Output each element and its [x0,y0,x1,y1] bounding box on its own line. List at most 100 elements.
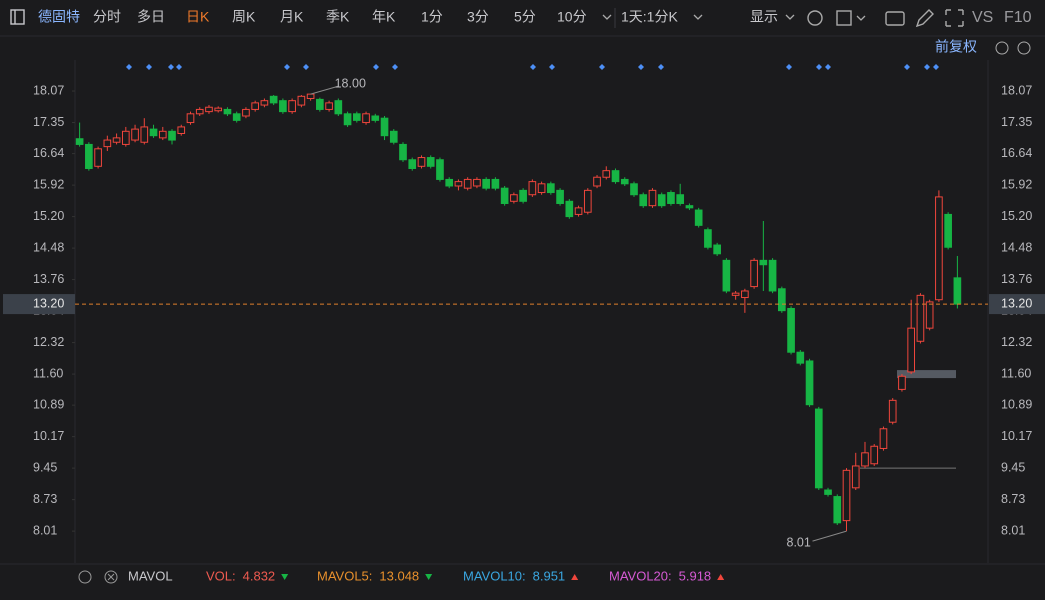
candle-body [510,194,518,202]
tab[interactable]: 5分 [514,9,536,25]
candle-body [177,126,186,134]
candle-body [556,189,564,204]
more-tabs-chevron[interactable] [602,14,612,20]
candle-body [112,137,121,143]
candle-body [482,178,490,189]
candle-body [454,181,463,187]
candle-body [500,187,509,204]
settings-icon[interactable] [807,10,823,26]
zoom-out-icon[interactable] [1017,41,1031,55]
indicator-value: 8.951 [533,568,566,583]
current-price-box-right [989,294,1045,315]
tab[interactable]: 季K [326,9,350,25]
candle-body [242,108,250,117]
candle-body [824,489,832,495]
indicator-name[interactable]: MAVOL [128,568,173,583]
screenshot-icon[interactable] [885,11,905,26]
event-marker [933,64,939,70]
layout-chevron[interactable] [856,15,866,21]
tab-bar: 分时 多日 日K 周K 月K 季K 年K 1分 3分 5分 10分 [93,9,587,25]
adjust-mode[interactable]: 前复权 [935,39,977,55]
event-marker [549,64,555,70]
y-tick-label-right: 15.92 [1001,177,1032,191]
current-price-box-left [3,294,75,315]
draw-icon[interactable] [915,9,934,28]
support-zone [897,370,956,379]
candle-body [371,115,380,121]
candle-body [279,100,287,113]
tab[interactable]: 月K [280,9,304,25]
y-tick-label-left: 15.92 [33,177,64,191]
y-tick-label-left: 12.32 [33,335,64,349]
candle-body [814,408,823,489]
candle-body [657,194,666,207]
candle-body [232,113,241,121]
tab[interactable]: 周K [232,9,256,25]
candle-body [362,113,370,124]
sidebar-toggle-icon[interactable] [10,9,25,25]
indicator-settings-icon[interactable] [78,570,92,584]
candle-body [463,178,472,189]
candle-body [898,375,906,390]
candle-body [417,157,426,167]
candle-body [306,93,315,99]
y-tick-label-right: 18.07 [1001,83,1032,97]
candle-body [639,194,648,207]
candle-body [186,113,195,124]
candle-body [94,148,102,167]
annotation-label: 18.00 [335,76,366,90]
y-tick-label-left: 10.17 [33,429,64,443]
y-tick-label-right: 9.45 [1001,460,1025,474]
display-chevron[interactable] [785,14,795,20]
y-tick-label-right: 10.89 [1001,397,1032,411]
tab[interactable]: 3分 [467,9,489,25]
tab[interactable]: 1分 [421,9,443,25]
period-chevron[interactable] [693,14,703,20]
tab[interactable]: 分时 [93,9,121,25]
candle-body [620,178,629,185]
indicator-label: VOL: [206,568,236,583]
zoom-in-icon[interactable] [995,41,1009,55]
event-marker [658,64,664,70]
tab[interactable]: 日K [186,9,210,25]
candle-body [861,452,869,467]
candle-body [223,108,232,115]
y-tick-label-right: 16.64 [1001,146,1032,160]
indicator-value: 4.832 [243,568,276,583]
y-tick-label-left: 10.89 [33,397,64,411]
event-marker [924,64,930,70]
candle-body [445,178,454,187]
candle-body [85,143,93,169]
candle-body [408,159,417,169]
event-marker [530,64,536,70]
y-tick-label-left: 15.20 [33,209,64,223]
tab[interactable]: 多日 [137,9,165,25]
y-tick-label-left: 18.07 [33,83,64,97]
event-marker [816,64,822,70]
display-menu[interactable]: 显示 [750,9,778,25]
tab[interactable]: 年K [372,9,396,25]
candle-body [676,194,685,204]
candle-body [214,107,223,112]
layout-icon[interactable] [836,10,852,26]
candle-body [870,445,879,465]
candle-body [565,200,574,218]
indicator-close-icon[interactable] [104,570,118,584]
candle-body [251,102,259,110]
candle-body [778,288,786,312]
candle-body [140,126,149,143]
f10-button[interactable]: F10 [1004,9,1032,26]
period-select[interactable]: 1天:1分K [621,9,678,25]
stock-name[interactable]: 德固特 [38,9,80,25]
candle-body [325,102,333,110]
candle-body [907,327,916,373]
candle-body [269,95,278,104]
current-price-label-left: 13.20 [33,296,64,310]
trend-arrow [281,574,289,580]
vs-button[interactable]: VS [972,9,993,26]
candle-body [334,100,343,115]
fullscreen-icon[interactable] [945,9,964,27]
event-marker [303,64,309,70]
candle-body [288,100,296,113]
tab[interactable]: 10分 [557,9,587,25]
